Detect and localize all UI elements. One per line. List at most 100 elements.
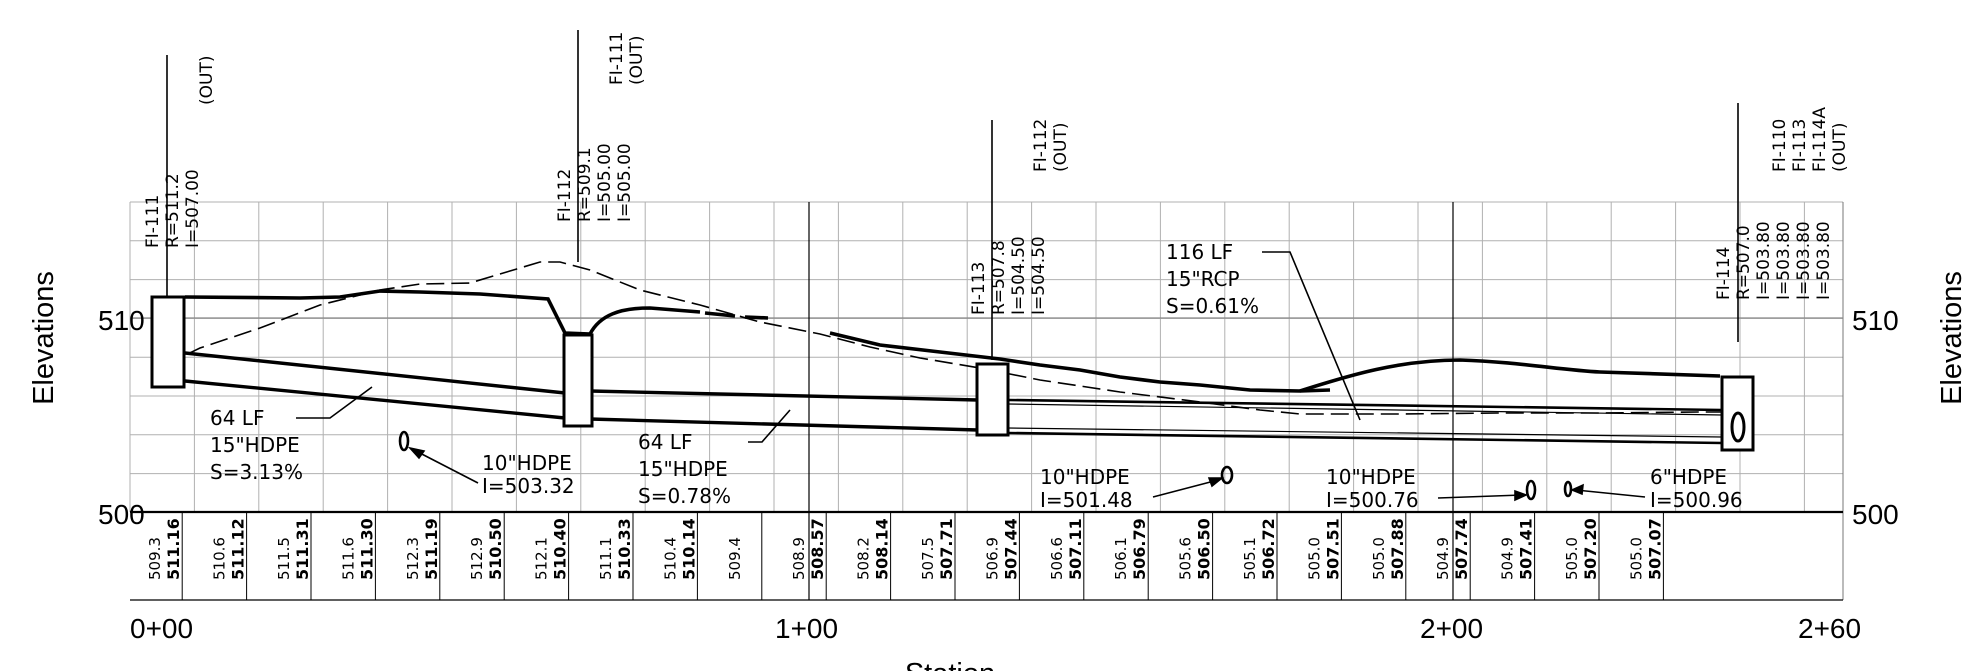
existing-elevation-cell: 504.9 — [1434, 537, 1452, 580]
proposed-elevation-cell: 511.12 — [229, 518, 248, 580]
structure-label-line: R=511.2 — [163, 173, 183, 248]
structure-label-line: R=509.1 — [575, 147, 595, 222]
structure-out-label-line: FI-111 — [607, 32, 627, 85]
crossing-3-symbol — [1525, 479, 1537, 501]
existing-elevation-cell: 505.0 — [1370, 537, 1388, 580]
proposed-elevation-cell: 507.88 — [1388, 518, 1407, 580]
proposed-elevation-cell: 506.50 — [1195, 518, 1214, 580]
pipe-2-length: 64 LF — [638, 430, 692, 454]
crossing-3-invert: I=500.76 — [1326, 488, 1419, 512]
structure-out-label-line: FI-110 — [1770, 119, 1790, 172]
pipe-2-slope: S=0.78% — [638, 484, 731, 508]
proposed-elevation-cell: 510.40 — [551, 518, 570, 580]
proposed-elevation-cell: 507.41 — [1517, 518, 1536, 580]
proposed-grade — [184, 289, 1721, 393]
crossing-labels: 10"HDPE I=503.32 10"HDPE I=501.48 10"HDP… — [482, 451, 1743, 512]
structure-label-line: FI-112 — [555, 169, 575, 222]
existing-elevation-cell: 512.1 — [533, 537, 551, 580]
proposed-elevation-cell: 506.79 — [1130, 518, 1149, 580]
proposed-elevation-cell: 511.19 — [422, 518, 441, 580]
structure-label-line: I=503.80 — [1754, 221, 1774, 300]
proposed-elevation-cell: 506.72 — [1259, 518, 1278, 580]
crossing-3-material: 10"HDPE — [1326, 465, 1416, 489]
station-label-0: 0+00 — [130, 613, 193, 644]
pipe-label-leaders — [296, 251, 1361, 443]
structure-label-line: I=503.80 — [1794, 221, 1814, 300]
existing-elevation-cell: 508.9 — [790, 537, 808, 580]
station-label-2: 2+00 — [1420, 613, 1483, 644]
structures — [150, 295, 1755, 452]
structure-label-line: I=504.50 — [1009, 236, 1029, 315]
structure-label-line: I=505.00 — [595, 143, 615, 222]
pipe-3-length: 116 LF — [1166, 240, 1233, 264]
existing-elevation-cell: 509.4 — [726, 537, 744, 580]
proposed-elevation-cell: 507.07 — [1645, 518, 1664, 580]
axis-labels: Elevations Elevations 510 500 510 500 0+… — [28, 271, 1968, 671]
elevation-table: 509.3 511.16 510.6 511.12 511.5 511.31 511.6 51… — [146, 512, 1664, 600]
structure-label-line: I=504.50 — [1029, 236, 1049, 315]
proposed-elevation-cell: 510.14 — [679, 518, 698, 580]
proposed-elevation-cell: 511.31 — [293, 518, 312, 580]
proposed-elevation-cell: 511.16 — [164, 518, 183, 580]
pipe-3-material: 15"RCP — [1166, 267, 1240, 291]
structure-out-label-line: FI-112 — [1031, 119, 1051, 172]
pipe-1-invert — [184, 379, 566, 420]
existing-elevation-cell: 505.6 — [1177, 537, 1195, 580]
structure-leaders — [166, 30, 1739, 360]
structure-out-label-line: (OUT) — [1830, 123, 1850, 172]
proposed-elevation-cell: 511.30 — [357, 518, 376, 580]
proposed-elevation-cell: 507.20 — [1581, 518, 1600, 580]
proposed-elevation-cell: 510.50 — [486, 518, 505, 580]
structure-out-label-line: FI-114A — [1810, 107, 1830, 172]
structure-out-label-line: FI-113 — [1790, 119, 1810, 172]
pipe-1-crown — [184, 351, 566, 395]
existing-elevation-cell: 512.9 — [468, 537, 486, 580]
structure-label-line: I=503.80 — [1774, 221, 1794, 300]
elev-label-500-right: 500 — [1852, 499, 1899, 530]
proposed-elevation-cell: 507.74 — [1452, 518, 1471, 580]
elev-label-500-left: 500 — [98, 499, 145, 530]
proposed-elevation-cell: 507.11 — [1066, 518, 1085, 580]
structure-label-line: FI-111 — [143, 195, 163, 248]
existing-elevation-cell: 506.9 — [983, 537, 1001, 580]
pipe-2-crown — [589, 389, 979, 402]
existing-elevation-cell: 511.1 — [597, 537, 615, 580]
existing-elevation-cell: 510.6 — [211, 537, 229, 580]
pipe-1-material: 15"HDPE — [210, 433, 300, 457]
pipe-1-slope: S=3.13% — [210, 460, 303, 484]
existing-elevation-cell: 511.5 — [275, 537, 293, 580]
existing-elevation-cell: 505.1 — [1241, 537, 1259, 580]
pipe-3-crown-inner — [1007, 403, 1723, 416]
structure-fi-111 — [150, 295, 186, 389]
existing-elevation-cell: 506.6 — [1048, 537, 1066, 580]
proposed-elevation-cell: 508.14 — [873, 518, 892, 580]
proposed-elevation-cell: 507.44 — [1001, 518, 1020, 580]
existing-elevation-cell: 509.3 — [146, 537, 164, 580]
pipe-1-length: 64 LF — [210, 406, 264, 430]
structure-label-line: R=507.8 — [989, 240, 1009, 315]
station-label-3: 2+60 — [1798, 613, 1861, 644]
proposed-elevation-cell: 507.51 — [1323, 518, 1342, 580]
axis-frame — [130, 202, 1843, 601]
existing-elevation-cell: 505.0 — [1563, 537, 1581, 580]
pipe-2-invert — [589, 417, 979, 432]
crossing-1-symbol — [398, 430, 410, 452]
elev-label-510-left: 510 — [98, 305, 145, 336]
crossing-pipes — [398, 430, 1573, 501]
existing-elevation-cell: 505.0 — [1305, 537, 1323, 580]
station-label-1: 1+00 — [775, 613, 838, 644]
structure-out-label-line: (OUT) — [627, 36, 647, 85]
structure-label-line: FI-113 — [969, 262, 989, 315]
crossing-4-symbol — [1563, 480, 1573, 498]
crossing-leaders — [407, 446, 1646, 502]
existing-elevation-cell: 506.1 — [1112, 537, 1130, 580]
y-axis-title-left: Elevations — [28, 271, 60, 405]
existing-ground-line — [164, 261, 1740, 415]
crossing-1-invert: I=503.32 — [482, 474, 575, 498]
structure-out-label-line: (OUT) — [1051, 123, 1071, 172]
proposed-elevation-cell: 507.71 — [937, 518, 956, 580]
proposed-elevation-cell: 508.57 — [808, 518, 827, 580]
crossing-2-invert: I=501.48 — [1040, 488, 1133, 512]
existing-elevation-cell: 512.3 — [404, 537, 422, 580]
